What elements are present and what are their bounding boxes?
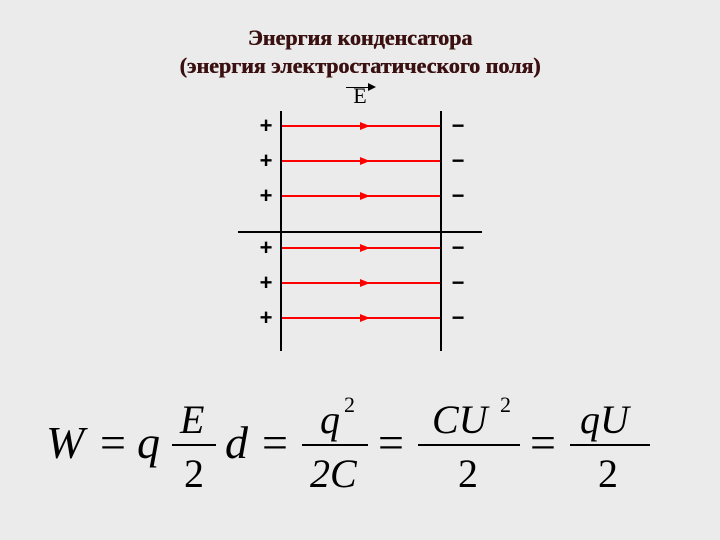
- e-vector-label: E: [350, 83, 370, 109]
- field-arrow-icon: [360, 192, 370, 200]
- field-arrow-icon: [360, 314, 370, 322]
- formula-sup-2: 2: [344, 392, 355, 418]
- fraction-bar: [172, 444, 216, 446]
- fraction-bar: [302, 444, 368, 446]
- title-line-1: Энергия конденсатора: [0, 24, 720, 52]
- title-line-2: (энергия электростатического поля): [0, 52, 720, 80]
- formula-eq: =: [262, 416, 288, 469]
- energy-formula: W=qE2d=q22C=CU22=qU2: [0, 380, 720, 520]
- formula-eq: =: [530, 416, 556, 469]
- charge-plus: +: [254, 272, 278, 294]
- formula-CU: CU: [432, 396, 488, 443]
- field-arrow-icon: [360, 244, 370, 252]
- fraction-bar: [418, 444, 520, 446]
- formula-2C: 2C: [310, 450, 357, 497]
- formula-2d: 2: [598, 450, 618, 497]
- formula-W: W: [46, 416, 84, 469]
- charge-minus: −: [446, 115, 470, 137]
- charge-minus: −: [446, 150, 470, 172]
- formula-eq: =: [100, 416, 126, 469]
- formula-2c: 2: [458, 450, 478, 497]
- page-title: Энергия конденсатора (энергия электроста…: [0, 24, 720, 79]
- capacitor-diagram: E +−+−+−+−+−+−: [210, 87, 510, 359]
- formula-qU: qU: [580, 396, 629, 443]
- formula-sup-2: 2: [500, 392, 511, 418]
- charge-plus: +: [254, 307, 278, 329]
- field-arrow-icon: [360, 122, 370, 130]
- charge-minus: −: [446, 272, 470, 294]
- field-arrow-icon: [360, 157, 370, 165]
- fraction-bar: [570, 444, 650, 446]
- charge-plus: +: [254, 115, 278, 137]
- charge-minus: −: [446, 185, 470, 207]
- charge-plus: +: [254, 150, 278, 172]
- formula-eq: =: [378, 416, 404, 469]
- horizontal-axis: [238, 231, 482, 233]
- formula-2a: 2: [184, 450, 204, 497]
- formula-d: d: [225, 416, 248, 469]
- charge-plus: +: [254, 237, 278, 259]
- formula-q: q: [137, 416, 160, 469]
- charge-plus: +: [254, 185, 278, 207]
- charge-minus: −: [446, 307, 470, 329]
- field-arrow-icon: [360, 279, 370, 287]
- formula-E: E: [180, 396, 204, 443]
- charge-minus: −: [446, 237, 470, 259]
- formula-q2: q: [320, 396, 340, 443]
